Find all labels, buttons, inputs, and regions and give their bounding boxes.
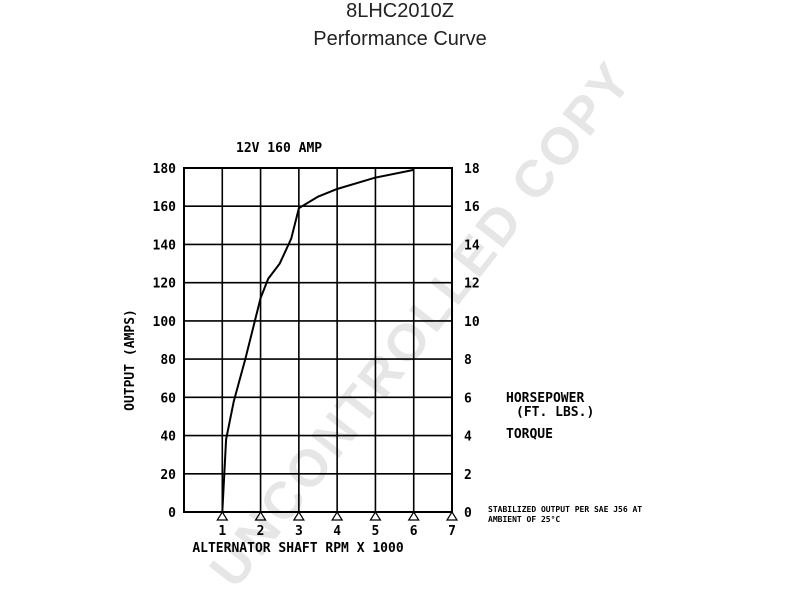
y2-tick-label: 16 <box>464 200 480 215</box>
x-tick-marker <box>216 510 229 521</box>
y2-tick-label: 8 <box>464 353 472 368</box>
plot-frame <box>183 167 453 513</box>
y2-axis-ticks: 0 2 4 6 8 10 12 14 16 18 <box>464 162 480 521</box>
y-tick-label: 120 <box>153 277 177 292</box>
y-tick-label: 180 <box>153 162 177 177</box>
x-tick-marker <box>445 510 459 521</box>
x-tick-marker <box>407 510 420 521</box>
x-tick-label: 3 <box>295 524 303 539</box>
y2-tick-label: 14 <box>464 238 480 253</box>
legend-ftlbs: (FT. LBS.) <box>516 405 594 420</box>
x-tick-label: 1 <box>218 524 226 539</box>
y2-tick-label: 2 <box>464 468 472 483</box>
x-tick-marker <box>254 510 267 521</box>
model-title: 8LHC2010Z <box>346 0 454 22</box>
grid <box>183 167 453 513</box>
x-tick-label: 7 <box>448 524 456 539</box>
x-axis-ticks: 1 2 3 4 5 6 7 <box>216 510 459 539</box>
x-tick-marker <box>292 510 305 521</box>
legend-torque: TORQUE <box>506 427 553 442</box>
y2-tick-label: 10 <box>464 315 480 330</box>
x-tick-label: 5 <box>372 524 380 539</box>
y2-tick-label: 18 <box>464 162 480 177</box>
x-tick-marker <box>331 510 344 521</box>
y-tick-label: 60 <box>160 391 176 406</box>
y-axis-label: OUTPUT (AMPS) <box>123 309 138 411</box>
y-tick-label: 80 <box>160 353 176 368</box>
chart-subtitle: Performance Curve <box>313 28 487 50</box>
y2-tick-label: 0 <box>464 506 472 521</box>
legend-horsepower: HORSEPOWER <box>506 391 584 406</box>
note-line-2: AMBIENT OF 25°C <box>488 515 560 524</box>
y2-tick-label: 4 <box>464 430 472 445</box>
y-tick-label: 20 <box>160 468 176 483</box>
x-tick-label: 2 <box>257 524 265 539</box>
y2-tick-label: 6 <box>464 391 472 406</box>
y-tick-label: 140 <box>153 238 177 253</box>
x-axis-label: ALTERNATOR SHAFT RPM X 1000 <box>192 541 403 556</box>
y-tick-label: 0 <box>168 506 176 521</box>
x-tick-label: 6 <box>410 524 418 539</box>
note-line-1: STABILIZED OUTPUT PER SAE J56 AT <box>488 505 642 514</box>
chart-title: 12V 160 AMP <box>236 141 322 156</box>
y-tick-label: 100 <box>153 315 177 330</box>
x-tick-marker <box>369 510 382 521</box>
y-tick-label: 40 <box>160 430 176 445</box>
y-axis-ticks: 0 20 40 60 80 100 120 140 160 180 <box>153 162 177 521</box>
y2-tick-label: 12 <box>464 277 480 292</box>
y-tick-label: 160 <box>153 200 177 215</box>
x-tick-label: 4 <box>333 524 341 539</box>
output-curve <box>221 168 414 513</box>
watermark: UNCONTROLLED COPY <box>199 51 644 598</box>
